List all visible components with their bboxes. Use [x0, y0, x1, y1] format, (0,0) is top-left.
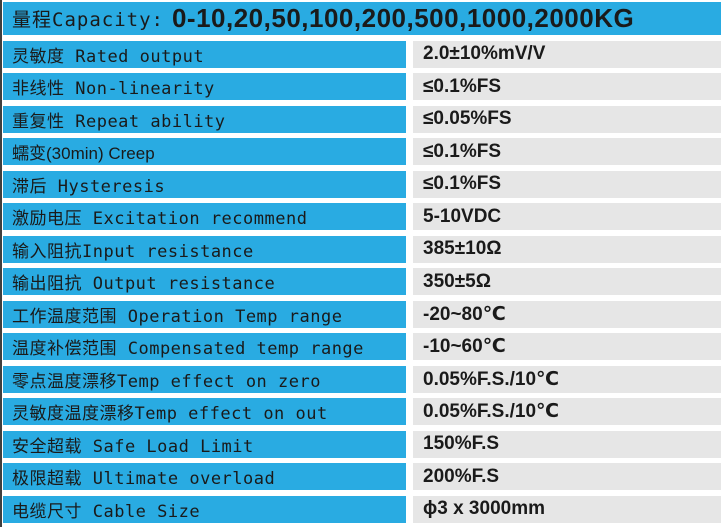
spec-label: 输入阻抗Input resistance: [12, 241, 254, 262]
table-row: 输入阻抗Input resistance 385±10Ω: [3, 235, 721, 263]
spec-value: 5-10VDC: [423, 205, 502, 227]
spec-value-cell: 5-10VDC: [413, 203, 721, 230]
spec-value-cell: -20~80℃: [413, 300, 721, 328]
table-row: 电缆尺寸 Cable Size ϕ3 x 3000mm: [3, 495, 721, 523]
spec-label-cell: 电缆尺寸 Cable Size: [3, 495, 406, 523]
spec-value: -20~80℃: [423, 303, 506, 325]
spec-label: 激励电压 Excitation recommend: [12, 209, 308, 229]
spec-label-cell: 输入阻抗Input resistance: [3, 235, 406, 263]
spec-label: 极限超载 Ultimate overload: [12, 469, 276, 489]
spec-value: ≤0.1%FS: [423, 75, 502, 97]
spec-label-cell: 激励电压 Excitation recommend: [3, 203, 406, 230]
spec-label-cell: 输出阻抗 Output resistance: [3, 268, 406, 295]
capacity-values: 0-10,20,50,100,200,500,1000,2000KG: [171, 3, 635, 33]
table-row: 安全超载 Safe Load Limit 150%F.S: [3, 430, 721, 458]
spec-value: ≤0.1%FS: [423, 140, 502, 162]
spec-label-cell: 灵敏度温度漂移Temp effect on out: [3, 398, 406, 425]
spec-value-cell: 0.05%F.S./10℃: [413, 365, 721, 393]
spec-label-cell: 重复性 Repeat ability: [3, 105, 406, 133]
table-row: 输出阻抗 Output resistance 350±5Ω: [3, 268, 721, 295]
table-row: 蠕变(30min) Creep ≤0.1%FS: [3, 138, 721, 165]
spec-label-cell: 温度补偿范围 Compensated temp range: [3, 333, 406, 360]
spec-label: 重复性 Repeat ability: [12, 111, 226, 132]
spec-value-cell: 2.0±10%mV/V: [413, 40, 721, 68]
spec-value-cell: 0.05%F.S./10℃: [413, 398, 721, 425]
spec-label: 安全超载 Safe Load Limit: [12, 436, 254, 457]
table-row: 灵敏度温度漂移Temp effect on out 0.05%F.S./10℃: [3, 398, 721, 425]
spec-value: ≤0.1%FS: [423, 173, 502, 194]
table-row: 零点温度漂移Temp effect on zero 0.05%F.S./10℃: [3, 365, 721, 393]
table-row: 非线性 Non-linearity ≤0.1%FS: [3, 73, 721, 100]
table-row: 滞后 Hysteresis ≤0.1%FS: [3, 170, 721, 198]
spec-value-cell: 350±5Ω: [413, 268, 721, 295]
spec-label-cell: 非线性 Non-linearity: [3, 73, 406, 100]
spec-rows-container: 灵敏度 Rated output 2.0±10%mV/V 非线性 Non-lin…: [3, 40, 721, 523]
spec-value: 0.05%F.S./10℃: [423, 401, 560, 422]
spec-label: 温度补偿范围 Compensated temp range: [12, 339, 364, 359]
capacity-label: 量程Capacity:: [12, 9, 164, 31]
spec-label: 电缆尺寸 Cable Size: [12, 501, 201, 522]
spec-label-cell: 滞后 Hysteresis: [3, 170, 406, 198]
spec-value: 2.0±10%mV/V: [423, 43, 546, 64]
spec-label-cell: 蠕变(30min) Creep: [3, 138, 406, 165]
table-row: 灵敏度 Rated output 2.0±10%mV/V: [3, 40, 721, 68]
spec-value-cell: ≤0.1%FS: [413, 138, 721, 165]
spec-label-cell: 零点温度漂移Temp effect on zero: [3, 365, 406, 393]
spec-value-cell: 385±10Ω: [413, 235, 721, 263]
spec-value: 350±5Ω: [423, 270, 491, 292]
table-header-row: 量程Capacity: 0-10,20,50,100,200,500,1000,…: [3, 2, 721, 35]
spec-value-cell: ≤0.05%FS: [413, 105, 721, 133]
spec-value-cell: ≤0.1%FS: [413, 73, 721, 100]
spec-label: 零点温度漂移Temp effect on zero: [12, 371, 321, 392]
spec-label: 非线性 Non-linearity: [12, 79, 215, 99]
spec-label: 滞后 Hysteresis: [12, 176, 166, 197]
spec-label: 蠕变(30min) Creep: [12, 144, 155, 163]
spec-label: 工作温度范围 Operation Temp range: [12, 306, 343, 327]
spec-value: ≤0.05%FS: [423, 108, 512, 129]
spec-value-cell: -10~60℃: [413, 333, 721, 360]
spec-label: 输出阻抗 Output resistance: [12, 274, 276, 294]
spec-value: ϕ3 x 3000mm: [423, 498, 545, 519]
spec-value-cell: 200%F.S: [413, 463, 721, 490]
spec-value: 150%F.S: [423, 433, 500, 454]
table-row: 重复性 Repeat ability ≤0.05%FS: [3, 105, 721, 133]
spec-label-cell: 工作温度范围 Operation Temp range: [3, 300, 406, 328]
spec-value-cell: 150%F.S: [413, 430, 721, 458]
table-row: 激励电压 Excitation recommend 5-10VDC: [3, 203, 721, 230]
spec-label-cell: 安全超载 Safe Load Limit: [3, 430, 406, 458]
spec-label-cell: 灵敏度 Rated output: [3, 40, 406, 68]
spec-value: -10~60℃: [423, 336, 506, 357]
spec-value-cell: ϕ3 x 3000mm: [413, 495, 721, 523]
spec-label: 灵敏度 Rated output: [12, 46, 205, 67]
spec-value: 385±10Ω: [423, 238, 502, 259]
table-row: 工作温度范围 Operation Temp range -20~80℃: [3, 300, 721, 328]
spec-label: 灵敏度温度漂移Temp effect on out: [12, 404, 328, 424]
spec-value-cell: ≤0.1%FS: [413, 170, 721, 198]
spec-label-cell: 极限超载 Ultimate overload: [3, 463, 406, 490]
spec-value: 0.05%F.S./10℃: [423, 368, 560, 390]
spec-value: 200%F.S: [423, 465, 500, 487]
table-row: 极限超载 Ultimate overload 200%F.S: [3, 463, 721, 490]
table-row: 温度补偿范围 Compensated temp range -10~60℃: [3, 333, 721, 360]
